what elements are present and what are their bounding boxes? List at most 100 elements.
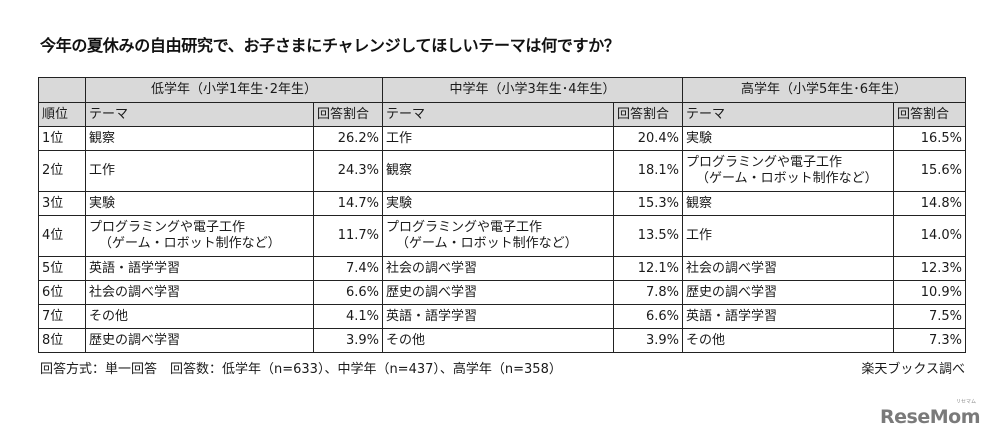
theme-text: その他: [686, 332, 726, 348]
group-header-high: 高学年（小学5年生･6年生）: [682, 77, 966, 103]
table-row: 7位 その他 4.1% 英語・語学学習 6.6% 英語・語学学習 7.5%: [38, 304, 966, 329]
logo-kana: リセマム: [955, 399, 976, 405]
pct-cell-mid: 18.1%: [613, 150, 683, 192]
theme-cell-high: 社会の調べ学習: [682, 256, 894, 281]
pct-cell-high: 7.5%: [893, 304, 966, 329]
blank-corner-cell: [38, 77, 86, 103]
theme-text: 工作: [386, 130, 413, 146]
theme-cell-low: 実験: [85, 191, 314, 216]
table-row: 5位 英語・語学学習 7.4% 社会の調べ学習 12.1% 社会の調べ学習 12…: [38, 256, 966, 281]
theme-subtext: （ゲーム・ロボット制作など）: [99, 236, 281, 251]
theme-text: 観察: [89, 130, 116, 146]
theme-cell-mid: 観察: [382, 150, 614, 192]
theme-cell-high: 英語・語学学習: [682, 304, 894, 329]
pct-cell-high: 15.6%: [893, 150, 966, 192]
pct-cell-mid: 13.5%: [613, 215, 683, 257]
pct-cell-low: 6.6%: [313, 280, 383, 305]
rank-cell: 5位: [38, 256, 86, 281]
theme-cell-low: その他: [85, 304, 314, 329]
group-header-low: 低学年（小学1年生･2年生）: [85, 77, 383, 103]
rank-cell: 1位: [38, 126, 86, 151]
group-header-row: 低学年（小学1年生･2年生） 中学年（小学3年生･4年生） 高学年（小学5年生･…: [38, 77, 966, 103]
theme-cell-high: 工作: [682, 215, 894, 257]
pct-cell-mid: 20.4%: [613, 126, 683, 151]
theme-text: 歴史の調べ学習: [686, 284, 778, 300]
pct-cell-high: 16.5%: [893, 126, 966, 151]
pct-cell-high: 12.3%: [893, 256, 966, 281]
theme-text: 観察: [386, 163, 413, 178]
pct-cell-high: 14.8%: [893, 191, 966, 216]
logo-text: ReseMom: [880, 406, 980, 428]
theme-cell-mid: 工作: [382, 126, 614, 151]
rank-cell: 7位: [38, 304, 86, 329]
theme-cell-low: 英語・語学学習: [85, 256, 314, 281]
theme-cell-low: 観察: [85, 126, 314, 151]
theme-header-high: テーマ: [682, 102, 894, 127]
theme-text: 観察: [686, 195, 713, 211]
theme-text: 実験: [89, 195, 116, 211]
theme-text: プログラミングや電子工作: [686, 155, 843, 170]
theme-cell-mid: その他: [382, 328, 614, 353]
theme-cell-low: 歴史の調べ学習: [85, 328, 314, 353]
theme-cell-high: 実験: [682, 126, 894, 151]
theme-text: プログラミングや電子工作: [89, 220, 246, 235]
theme-text: 英語・語学学習: [89, 260, 181, 276]
theme-cell-high: 歴史の調べ学習: [682, 280, 894, 305]
survey-table: 低学年（小学1年生･2年生） 中学年（小学3年生･4年生） 高学年（小学5年生･…: [38, 77, 966, 353]
table-row: 6位 社会の調べ学習 6.6% 歴史の調べ学習 7.8% 歴史の調べ学習 10.…: [38, 280, 966, 305]
theme-cell-mid: 歴史の調べ学習: [382, 280, 614, 305]
column-header-row: 順位 テーマ 回答割合 テーマ 回答割合 テーマ 回答割合: [38, 102, 966, 127]
pct-cell-low: 3.9%: [313, 328, 383, 353]
pct-header-high: 回答割合: [893, 102, 966, 127]
theme-header-low: テーマ: [85, 102, 314, 127]
group-header-mid: 中学年（小学3年生･4年生）: [382, 77, 683, 103]
pct-cell-low: 26.2%: [313, 126, 383, 151]
pct-cell-mid: 12.1%: [613, 256, 683, 281]
rank-cell: 3位: [38, 191, 86, 216]
pct-cell-low: 24.3%: [313, 150, 383, 192]
theme-cell-high: 観察: [682, 191, 894, 216]
rank-cell: 6位: [38, 280, 86, 305]
theme-text: 実験: [386, 195, 413, 211]
pct-cell-high: 10.9%: [893, 280, 966, 305]
theme-cell-mid: 社会の調べ学習: [382, 256, 614, 281]
table-row: 2位 工作 24.3% 観察 18.1% プログラミングや電子工作 （ゲーム・ロ…: [38, 150, 966, 192]
theme-text: 社会の調べ学習: [686, 260, 778, 276]
theme-text: プログラミングや電子工作: [386, 220, 543, 235]
theme-text: 歴史の調べ学習: [89, 332, 181, 348]
table-row: 3位 実験 14.7% 実験 15.3% 観察 14.8%: [38, 191, 966, 216]
theme-text: 英語・語学学習: [386, 308, 478, 324]
pct-cell-high: 14.0%: [893, 215, 966, 257]
theme-text: 歴史の調べ学習: [386, 284, 478, 300]
theme-text: 工作: [686, 228, 713, 243]
theme-text: 社会の調べ学習: [89, 284, 181, 300]
pct-cell-mid: 6.6%: [613, 304, 683, 329]
theme-text: 社会の調べ学習: [386, 260, 478, 276]
rank-cell: 4位: [38, 215, 86, 257]
survey-method-note: 回答方式：単一回答 回答数：低学年（n=633）、中学年（n=437）、高学年（…: [40, 362, 562, 377]
pct-cell-mid: 7.8%: [613, 280, 683, 305]
pct-cell-high: 7.3%: [893, 328, 966, 353]
pct-cell-mid: 15.3%: [613, 191, 683, 216]
table-row: 1位 観察 26.2% 工作 20.4% 実験 16.5%: [38, 126, 966, 151]
theme-cell-high: プログラミングや電子工作 （ゲーム・ロボット制作など）: [682, 150, 894, 192]
theme-text: 工作: [89, 163, 116, 178]
pct-header-low: 回答割合: [313, 102, 383, 127]
theme-cell-low: 工作: [85, 150, 314, 192]
rank-cell: 2位: [38, 150, 86, 192]
rank-cell: 8位: [38, 328, 86, 353]
page-title: 今年の夏休みの自由研究で、お子さまにチャレンジしてほしいテーマは何ですか？: [40, 36, 620, 55]
pct-header-mid: 回答割合: [613, 102, 683, 127]
theme-subtext: （ゲーム・ロボット制作など）: [396, 236, 578, 251]
theme-cell-low: プログラミングや電子工作 （ゲーム・ロボット制作など）: [85, 215, 314, 257]
table-row: 4位 プログラミングや電子工作 （ゲーム・ロボット制作など） 11.7% プログ…: [38, 215, 966, 257]
theme-text: 実験: [686, 130, 713, 146]
theme-cell-low: 社会の調べ学習: [85, 280, 314, 305]
resemom-logo: ReseMom リセマム: [880, 399, 980, 428]
theme-header-mid: テーマ: [382, 102, 614, 127]
theme-cell-mid: プログラミングや電子工作 （ゲーム・ロボット制作など）: [382, 215, 614, 257]
pct-cell-low: 14.7%: [313, 191, 383, 216]
theme-cell-mid: 実験: [382, 191, 614, 216]
rank-header: 順位: [38, 102, 86, 127]
source-credit: 楽天ブックス調べ: [861, 362, 965, 377]
